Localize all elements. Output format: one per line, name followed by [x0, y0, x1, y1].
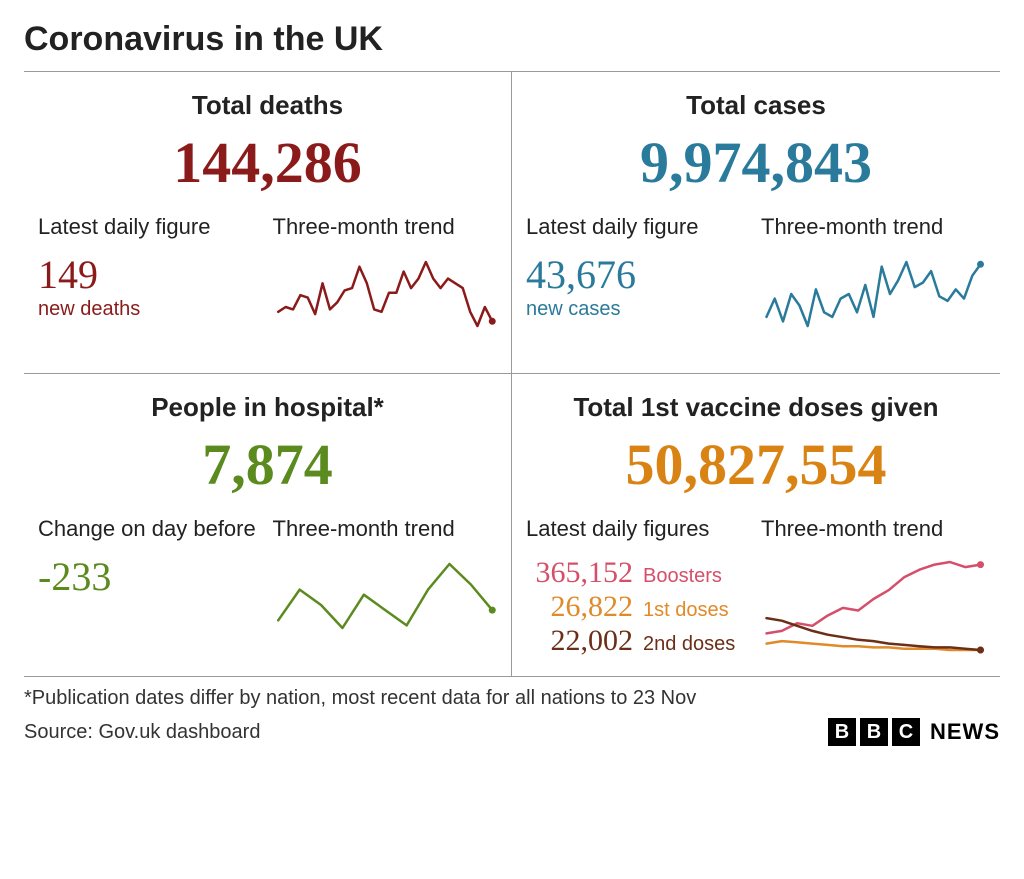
vaccine-value: 365,152	[493, 556, 633, 590]
vaccine-row: 26,8221st doses	[526, 590, 751, 624]
hospital-daily-value: -233	[38, 556, 263, 598]
vaccines-trend-label: Three-month trend	[761, 516, 986, 542]
footer-source: Source: Gov.uk dashboard	[24, 721, 260, 744]
panel-cases-title: Total cases	[526, 90, 986, 121]
cases-daily-caption: new cases	[526, 298, 751, 321]
hospital-trend-label: Three-month trend	[273, 516, 498, 542]
vaccine-label: 2nd doses	[643, 633, 743, 656]
bbc-letter-box: C	[892, 718, 920, 746]
stats-grid: Total deaths 144,286 Latest daily figure…	[24, 72, 1000, 676]
vaccine-value: 22,002	[493, 624, 633, 658]
deaths-total: 144,286	[38, 129, 497, 196]
cases-total: 9,974,843	[526, 129, 986, 196]
deaths-trend-label: Three-month trend	[273, 214, 498, 240]
bbc-logo: BBCNEWS	[828, 718, 1000, 746]
panel-cases: Total cases 9,974,843 Latest daily figur…	[512, 72, 1000, 374]
cases-daily-label: Latest daily figure	[526, 214, 751, 240]
cases-trend-label: Three-month trend	[761, 214, 986, 240]
panel-hospital-title: People in hospital*	[38, 392, 497, 423]
cases-daily-value: 43,676	[526, 254, 751, 296]
footer: *Publication dates differ by nation, mos…	[24, 676, 1000, 746]
panel-vaccines: Total 1st vaccine doses given 50,827,554…	[512, 374, 1000, 676]
deaths-daily-caption: new deaths	[38, 298, 263, 321]
vaccines-breakdown: 365,152Boosters26,8221st doses22,0022nd …	[526, 556, 751, 658]
vaccine-row: 365,152Boosters	[526, 556, 751, 590]
panel-deaths: Total deaths 144,286 Latest daily figure…	[24, 72, 512, 374]
hospital-sparkline	[273, 556, 498, 636]
panel-deaths-title: Total deaths	[38, 90, 497, 121]
bbc-letter-box: B	[828, 718, 856, 746]
page-title: Coronavirus in the UK	[24, 20, 1000, 72]
vaccine-row: 22,0022nd doses	[526, 624, 751, 658]
vaccines-sparkline	[761, 556, 986, 656]
vaccine-value: 26,822	[493, 590, 633, 624]
deaths-daily-value: 149	[38, 254, 263, 296]
panel-hospital: People in hospital* 7,874 Change on day …	[24, 374, 512, 676]
hospital-total: 7,874	[38, 431, 497, 498]
vaccines-daily-label: Latest daily figures	[526, 516, 751, 542]
bbc-letter-box: B	[860, 718, 888, 746]
panel-vaccines-title: Total 1st vaccine doses given	[526, 392, 986, 423]
vaccine-label: Boosters	[643, 565, 743, 588]
footer-note: *Publication dates differ by nation, mos…	[24, 687, 1000, 710]
hospital-daily-label: Change on day before	[38, 516, 263, 542]
vaccines-total: 50,827,554	[526, 431, 986, 498]
bbc-news-word: NEWS	[930, 719, 1000, 745]
deaths-sparkline	[273, 254, 498, 334]
vaccine-label: 1st doses	[643, 599, 743, 622]
deaths-daily-label: Latest daily figure	[38, 214, 263, 240]
cases-sparkline	[761, 254, 986, 334]
